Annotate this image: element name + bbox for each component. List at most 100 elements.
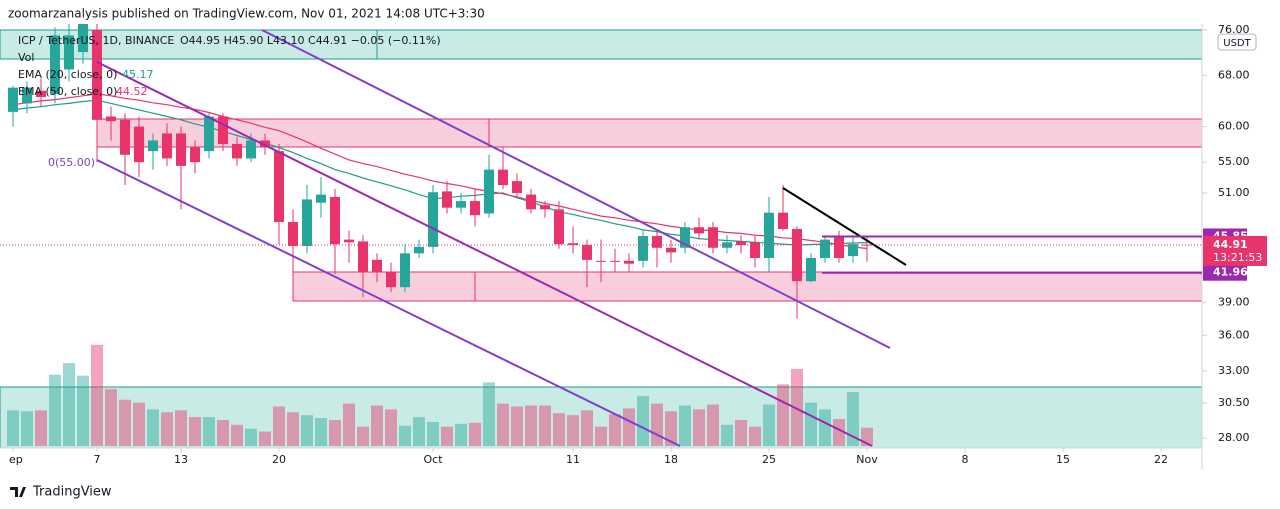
y-tick-label: 51.00	[1218, 186, 1250, 199]
candle-body	[246, 140, 256, 159]
candle-body	[288, 222, 298, 246]
candle-body	[232, 143, 242, 159]
candle-body	[512, 181, 522, 193]
volume-bar	[483, 382, 495, 446]
y-tick-label: 68.00	[1218, 68, 1250, 81]
volume-bar	[119, 399, 131, 446]
x-tick-label: 8	[962, 453, 969, 466]
volume-bar	[21, 411, 33, 446]
volume-bar	[609, 414, 621, 446]
candle-body	[596, 260, 606, 262]
channel-line	[96, 61, 873, 447]
candle-body	[274, 151, 284, 223]
candle-body	[498, 169, 508, 186]
volume-bar	[735, 419, 747, 446]
overlay-name: EMA (20, close, 0)	[18, 68, 117, 81]
candle-body	[666, 247, 676, 253]
candle-body	[428, 192, 438, 247]
volume-bar	[245, 428, 257, 446]
candle-body	[694, 227, 704, 234]
volume-bar	[399, 425, 411, 446]
candle-body	[750, 242, 760, 258]
y-tick-label: 33.00	[1218, 364, 1250, 377]
currency-badge	[1217, 33, 1257, 51]
candle-body	[316, 194, 326, 203]
overlay-name: EMA (50, close, 0)	[18, 85, 117, 98]
candle-body	[162, 133, 172, 159]
logo	[10, 487, 26, 497]
candle-body	[848, 244, 858, 257]
y-tick-label: 28.00	[1218, 431, 1250, 444]
candle-body	[64, 35, 74, 70]
volume-bar	[623, 408, 635, 446]
candle-body	[400, 253, 410, 288]
volume-bar	[525, 405, 537, 446]
candle-body	[8, 87, 18, 112]
volume-bar	[469, 422, 481, 446]
volume-bar	[455, 423, 467, 446]
volume-bar	[679, 405, 691, 446]
candle-body	[260, 140, 270, 148]
volume-bar	[175, 410, 187, 446]
candle-body	[456, 201, 466, 208]
candle-body	[820, 239, 830, 258]
volume-bar	[133, 402, 145, 446]
candle-body	[792, 228, 802, 282]
volume-bar	[273, 406, 285, 446]
volume-bar	[63, 363, 75, 446]
volume-bar	[497, 403, 509, 446]
volume-bar	[581, 410, 593, 446]
candle-body	[386, 272, 396, 288]
x-tick-label: 13	[174, 453, 188, 466]
candle-body	[806, 257, 816, 282]
header: zoomarzanalysis published on TradingView…	[8, 7, 485, 21]
volume-bar	[441, 426, 453, 446]
channel-line	[261, 29, 891, 349]
volume-bar	[203, 417, 215, 446]
volume-bar	[357, 426, 369, 446]
volume-bar	[833, 419, 845, 446]
y-tick-label: 30.50	[1218, 396, 1250, 409]
fib-label: 0(55.00)	[48, 156, 95, 169]
candle-body	[372, 259, 382, 273]
volume-bar	[231, 424, 243, 446]
x-tick-label: 18	[664, 453, 678, 466]
volume-bar	[777, 384, 789, 446]
x-tick-label: 20	[272, 453, 286, 466]
price-level-label: 41.96	[1213, 266, 1248, 279]
volume-bar	[819, 409, 831, 446]
candle-body	[764, 212, 774, 258]
y-tick-label: 60.00	[1218, 120, 1250, 133]
candle-body	[50, 35, 60, 94]
candle-body	[190, 147, 200, 163]
candle-body	[176, 133, 186, 166]
volume-bar	[651, 403, 663, 446]
candle-body	[330, 197, 340, 245]
volume-bar	[287, 412, 299, 446]
volume-bar	[161, 412, 173, 446]
candle-body	[554, 209, 564, 245]
candle-body	[568, 243, 578, 246]
volume-bar	[217, 419, 229, 446]
volume-bar	[539, 405, 551, 446]
volume-bar	[315, 418, 327, 446]
volume-bar	[343, 403, 355, 446]
series	[7, 24, 873, 446]
volume-bar	[259, 431, 271, 446]
volume-bar	[413, 417, 425, 446]
candle-body	[120, 119, 130, 155]
y-tick-label: 36.00	[1218, 328, 1250, 341]
candle-body	[414, 246, 424, 254]
candle-body	[484, 169, 494, 214]
y-tick-label: 39.00	[1218, 296, 1250, 309]
candle-body	[204, 116, 214, 152]
volume-bar	[329, 419, 341, 446]
drawings	[0, 29, 1202, 448]
candle-body	[526, 194, 536, 210]
candle-body	[92, 30, 102, 120]
candle-body	[624, 260, 634, 264]
zone	[0, 29, 1202, 60]
ema-line	[12, 93, 868, 250]
last-price-badge	[1203, 235, 1267, 266]
